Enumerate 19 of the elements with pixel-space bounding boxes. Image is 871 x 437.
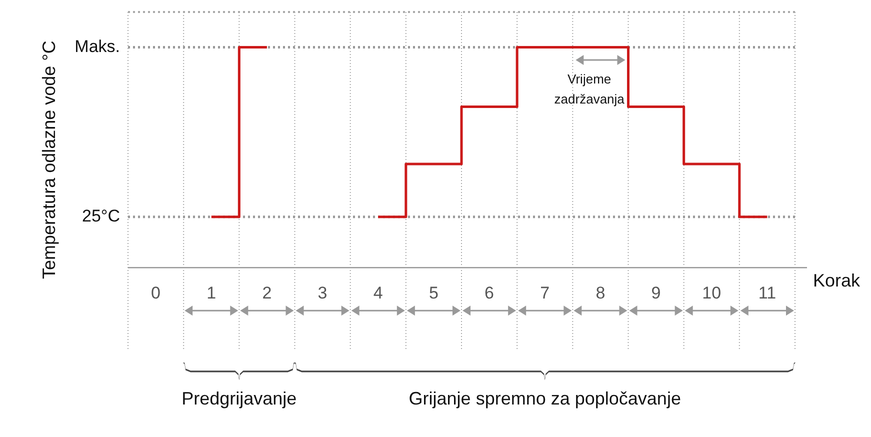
x-tick-label: 0 [151, 283, 161, 302]
x-tick-label: 2 [262, 283, 272, 302]
text: Predgrijavanje [182, 388, 297, 409]
x-tick-label: 6 [484, 283, 494, 302]
x-tick-label: 5 [428, 283, 438, 302]
x-tick-label: 7 [540, 283, 550, 302]
x-tick-label: 1 [206, 283, 216, 302]
x-tick-label: 9 [651, 283, 661, 302]
x-tick-label: 4 [373, 283, 383, 302]
x-axis-title: Korak [813, 270, 862, 291]
x-tick-label: 8 [596, 283, 606, 302]
x-tick-label: 3 [318, 283, 328, 302]
y-axis-title: Temperatura odlazne vode °C [38, 40, 59, 279]
ref-line-label: Maks. [74, 36, 120, 56]
x-tick-label: 11 [758, 283, 776, 302]
annotation: Vrijeme zadržavanja [554, 72, 626, 107]
ref-line-label: 25°C [82, 206, 120, 226]
x-tick-label: 10 [702, 283, 722, 302]
text: Grijanje spremno za popločavanje [408, 388, 681, 409]
